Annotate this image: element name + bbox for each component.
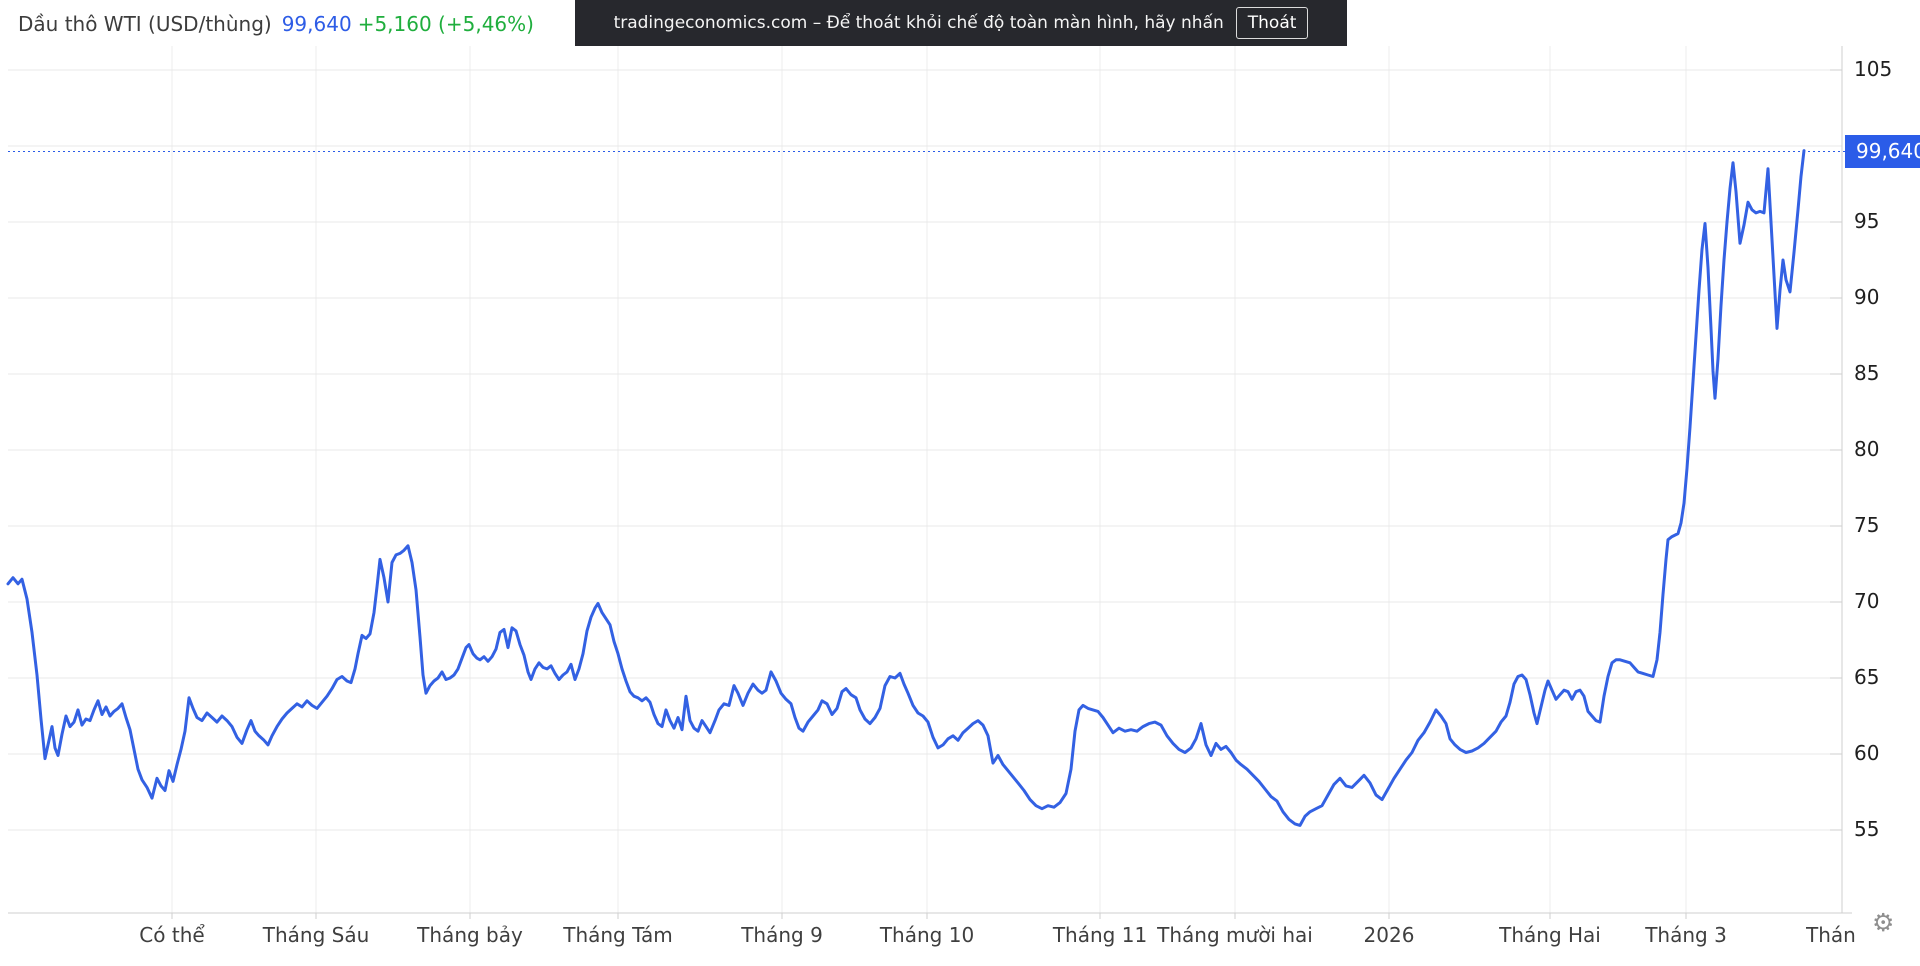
fullscreen-exit-banner: tradingeconomics.com – Để thoát khỏi chế…	[575, 0, 1347, 46]
x-axis-label: Tháng mười hai	[1157, 923, 1313, 947]
x-gridlines	[171, 46, 1687, 913]
last-price-value: 99,640	[281, 12, 352, 36]
x-axis-label: Tháng 11	[1052, 923, 1148, 947]
x-axis-label: Tháng 9	[741, 923, 823, 947]
y-axis-label: 90	[1854, 285, 1880, 309]
current-price-badge: 99,640	[1845, 134, 1920, 168]
y-axis-label: 70	[1854, 589, 1880, 613]
exit-fullscreen-button[interactable]: Thoát	[1235, 7, 1309, 39]
y-axis-label: 75	[1854, 513, 1880, 537]
y-axis-label: 65	[1854, 665, 1880, 689]
y-gridlines	[8, 69, 1842, 831]
y-axis-label: 95	[1854, 209, 1880, 233]
chart-header: Dầu thô WTI (USD/thùng) 99,640 +5,160 (+5,…	[18, 12, 534, 36]
x-axis-label: Có thể	[139, 923, 205, 947]
settings-gear-icon[interactable]: ⚙	[1872, 908, 1895, 937]
x-axis-label: Tháng Tám	[563, 923, 673, 947]
x-axis-label: Tháng	[1806, 923, 1856, 947]
x-axis-label: Tháng 3	[1645, 923, 1727, 947]
y-axis-label: 85	[1854, 361, 1880, 385]
y-axis-label: 80	[1854, 437, 1880, 461]
x-axis-label: Tháng Hai	[1499, 923, 1601, 947]
y-axis-label: 55	[1854, 817, 1880, 841]
y-axis-label: 60	[1854, 741, 1880, 765]
price-change-value: +5,160 (+5,46%)	[357, 12, 534, 36]
fullscreen-banner-text: tradingeconomics.com – Để thoát khỏi chế…	[613, 13, 1224, 33]
axes	[8, 46, 1852, 919]
price-line-series	[6, 149, 1806, 827]
y-axis-label: 105	[1854, 57, 1893, 81]
x-axis-label: Tháng Sáu	[262, 923, 370, 947]
x-axis-label: Tháng 10	[879, 923, 975, 947]
x-axis-label: 2026	[1363, 923, 1415, 947]
chart-title: Dầu thô WTI (USD/thùng)	[18, 12, 272, 36]
x-axis-label: Tháng bảy	[417, 923, 523, 947]
